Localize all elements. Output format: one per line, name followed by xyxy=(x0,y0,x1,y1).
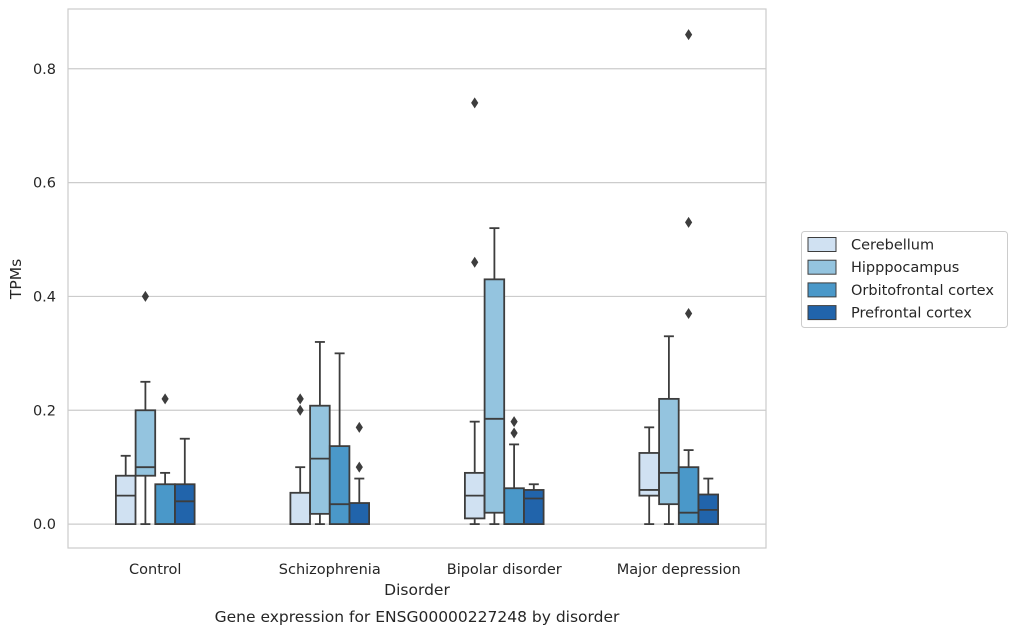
box-series xyxy=(115,29,720,525)
box-body xyxy=(289,491,311,525)
box-body xyxy=(658,397,680,506)
box-body xyxy=(115,474,137,525)
x-tick-label: Bipolar disorder xyxy=(447,562,562,578)
box-prefrontal-cortex xyxy=(523,483,545,525)
outlier-point xyxy=(510,427,518,439)
y-tick-label: 0.0 xyxy=(33,517,56,533)
legend: Cerebellum Hipppocampus Orbitofrontal cort… xyxy=(801,231,1008,328)
x-tick-label: Schizophrenia xyxy=(279,562,381,578)
legend-swatch xyxy=(807,259,837,275)
outlier-point xyxy=(161,393,169,405)
box-orbitofrontal-cortex xyxy=(503,416,525,525)
outlier-point xyxy=(296,404,304,416)
box-body xyxy=(154,483,176,525)
box-body xyxy=(134,409,157,477)
x-axis-ticks: Control Schizophrenia Bipolar disorder Majo… xyxy=(129,562,741,578)
outlier-point xyxy=(355,421,363,433)
box-body xyxy=(174,483,196,525)
y-axis-label: TPMs xyxy=(7,259,25,300)
box-cerebellum xyxy=(115,454,137,525)
box-body xyxy=(503,487,525,525)
outlier-point xyxy=(510,416,518,428)
box-orbitofrontal-cortex xyxy=(328,352,351,525)
box-hipppocampus xyxy=(309,341,331,525)
legend-label: Orbitofrontal cortex xyxy=(851,283,994,299)
y-tick-label: 0.8 xyxy=(33,62,56,78)
figure-caption: Gene expression for ENSG00000227248 by d… xyxy=(215,608,620,626)
legend-label: Cerebellum xyxy=(851,238,934,254)
legend-swatch xyxy=(807,282,837,298)
box-body xyxy=(348,502,371,525)
legend-swatch xyxy=(807,237,837,252)
legend-frame xyxy=(801,231,1008,328)
outlier-point xyxy=(471,256,479,268)
y-tick-label: 0.2 xyxy=(33,403,56,419)
box-hipppocampus xyxy=(483,227,506,525)
box-body xyxy=(483,278,506,514)
x-tick-label: Control xyxy=(129,562,181,578)
y-tick-label: 0.6 xyxy=(33,176,56,192)
box-hipppocampus xyxy=(134,290,157,525)
legend-items: Cerebellum Hipppocampus Orbitofrontal cort… xyxy=(807,237,994,322)
outlier-point xyxy=(355,461,363,473)
y-tick-label: 0.4 xyxy=(33,289,56,305)
x-axis-label: Disorder xyxy=(384,581,450,599)
box-cerebellum xyxy=(638,426,660,525)
legend-label: Hipppocampus xyxy=(851,260,959,276)
box-cerebellum xyxy=(463,97,486,525)
x-tick-label: Major depression xyxy=(617,562,741,578)
box-body xyxy=(328,445,351,525)
outlier-point xyxy=(141,290,149,302)
box-hipppocampus xyxy=(658,335,680,525)
outlier-point xyxy=(471,97,479,109)
outlier-point xyxy=(685,29,693,41)
box-cerebellum xyxy=(289,393,311,525)
outlier-point xyxy=(685,216,693,228)
outlier-point xyxy=(685,308,693,320)
box-orbitofrontal-cortex xyxy=(677,29,700,525)
y-axis-ticks: 0.0 0.2 0.4 0.6 0.8 xyxy=(33,62,56,533)
outlier-point xyxy=(296,393,304,405)
box-orbitofrontal-cortex xyxy=(154,393,176,525)
box-prefrontal-cortex xyxy=(348,421,371,525)
box-body xyxy=(677,466,700,525)
box-body xyxy=(523,489,545,525)
box-body xyxy=(309,404,331,515)
legend-swatch xyxy=(807,305,837,321)
legend-label: Prefrontal cortex xyxy=(851,306,972,322)
box-prefrontal-cortex xyxy=(174,437,196,525)
box-prefrontal-cortex xyxy=(697,477,720,525)
plot-frame xyxy=(67,8,767,549)
